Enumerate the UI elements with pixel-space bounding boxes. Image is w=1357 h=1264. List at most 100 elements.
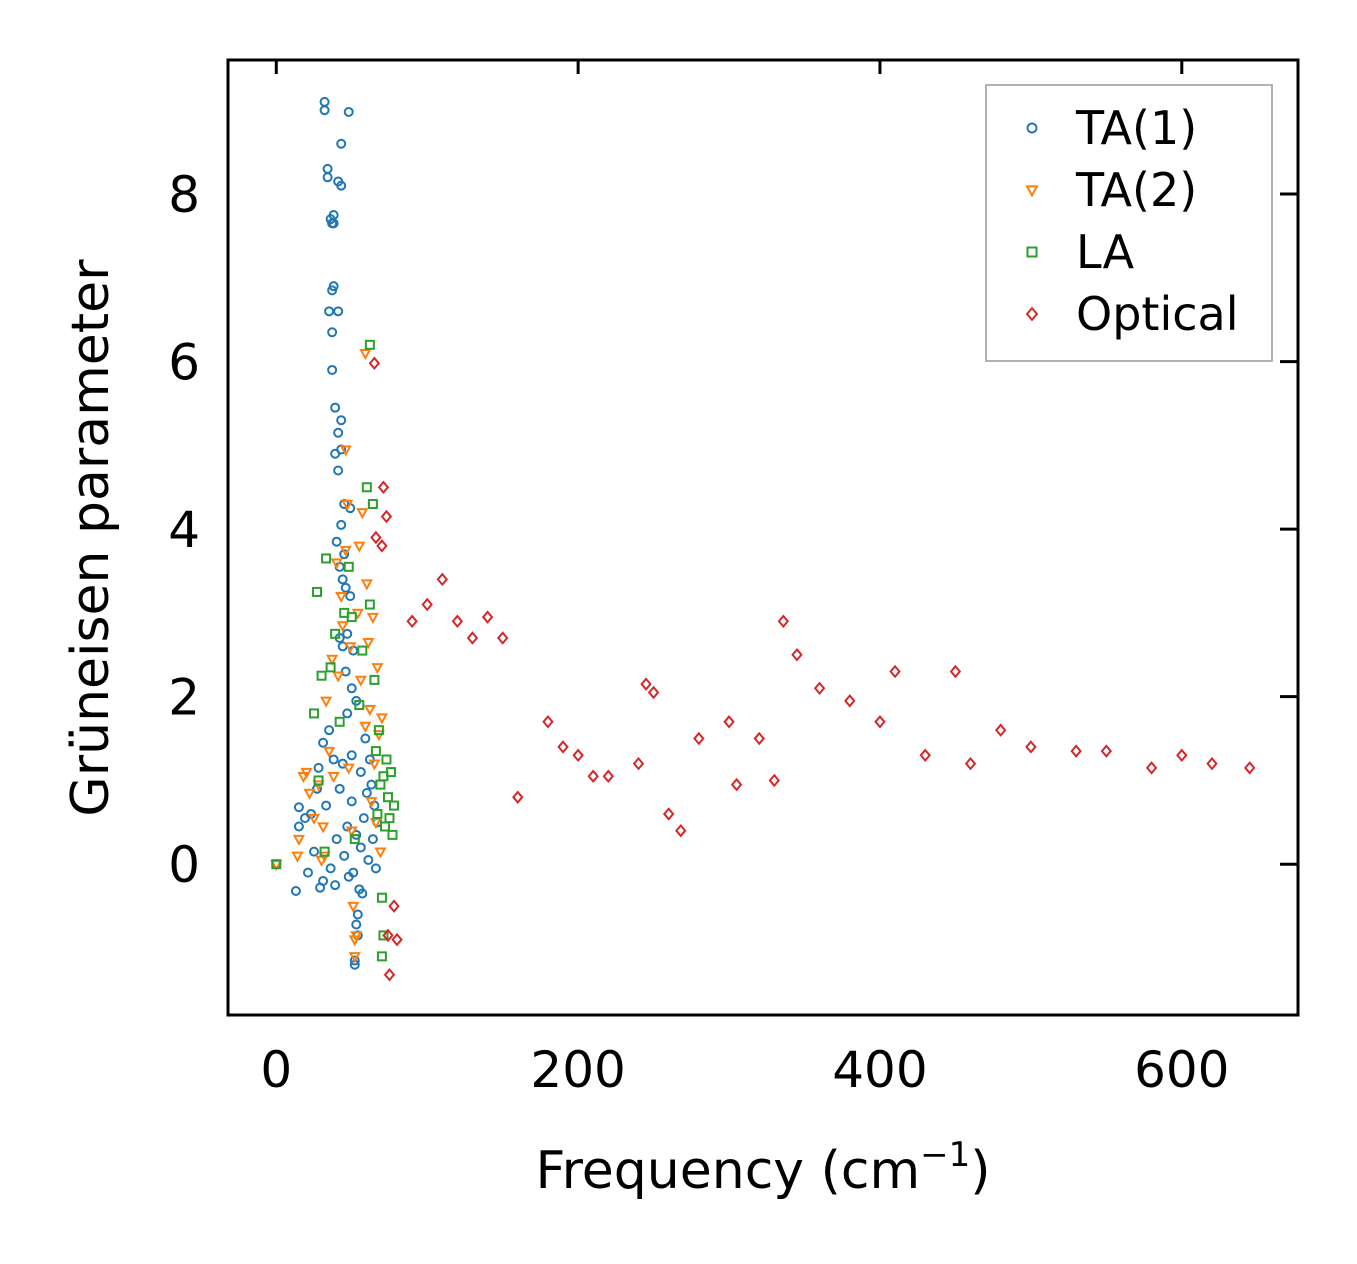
optical-point [572, 748, 584, 763]
optical-point [647, 685, 660, 700]
la-point [367, 498, 378, 509]
ta1-point [360, 733, 371, 744]
legend-label: Optical [1076, 287, 1238, 341]
ta1-point [319, 96, 330, 107]
optical-point [542, 715, 554, 729]
ta2-point [366, 612, 379, 624]
optical-point [383, 968, 396, 982]
ta2-point [369, 818, 382, 830]
la-point [372, 808, 383, 819]
optical-point [436, 572, 449, 587]
ta1-point [336, 519, 347, 530]
ta1-point [346, 796, 357, 807]
ta1-point [349, 955, 360, 966]
la-point [321, 553, 332, 564]
ta1-point [321, 800, 332, 811]
la-point [334, 716, 345, 727]
y-tick-label: 6 [168, 334, 200, 392]
x-axis-title: Frequency (cm−1) [535, 1135, 990, 1201]
ta1-point [333, 465, 344, 476]
la-point [370, 746, 381, 757]
optical-point [675, 823, 687, 838]
legend-marker [1025, 185, 1039, 198]
optical-point [377, 480, 390, 494]
axis-ticks-layer: 0 200 400 600 0 2 4 6 8 [168, 60, 1298, 1099]
la-point [357, 645, 368, 656]
plot-frame [226, 58, 1300, 1017]
ta2-point [365, 797, 378, 809]
y-axis-title: Grüneisen parameter [61, 259, 121, 817]
ta1-point [336, 415, 347, 426]
optical-point [777, 614, 790, 629]
ta1-point [345, 591, 356, 602]
ta2-point [300, 767, 313, 779]
legend-label: TA(2) [1075, 163, 1197, 217]
optical-point [406, 614, 418, 629]
ta1-point [342, 708, 353, 719]
ta2-point [307, 813, 321, 826]
ta1-point [324, 306, 335, 317]
optical-point [1025, 740, 1037, 754]
ta1-point [333, 427, 344, 438]
ta2-point [345, 826, 358, 838]
optical-point [791, 648, 803, 662]
ta1-point [340, 582, 351, 593]
ta1-point [337, 574, 348, 585]
ta2-point [341, 499, 354, 511]
ta1-point [343, 106, 354, 117]
ta2-point [368, 759, 381, 771]
optical-point [730, 777, 743, 792]
la-point [389, 800, 400, 811]
optical-point [1176, 748, 1188, 763]
ta1-point [370, 863, 381, 874]
la-point [378, 930, 389, 941]
y-tick-label: 2 [168, 669, 200, 727]
ta1-point [342, 628, 353, 639]
optical-point [557, 740, 569, 754]
legend-marker [1026, 246, 1038, 258]
la-point [364, 339, 375, 350]
ta2-point [353, 541, 366, 553]
x-tick-label: 200 [530, 1041, 625, 1099]
ta1-point [309, 846, 320, 857]
legend-entry-optical: Optical [1025, 287, 1238, 341]
ta1-point [333, 306, 344, 317]
ta1-point [331, 536, 342, 547]
optical-point [587, 769, 599, 783]
ta1-point [328, 281, 339, 292]
optical-point [391, 932, 403, 947]
ta2-point [362, 638, 375, 650]
optical-point [370, 530, 382, 545]
ta2-point [354, 675, 367, 687]
optical-point [768, 773, 781, 788]
ta2-point [359, 349, 372, 361]
x-axis-title-end: ) [970, 1141, 990, 1201]
la-point [316, 670, 327, 681]
ta2-point [291, 851, 304, 863]
la-point [384, 813, 395, 824]
ta1-point [313, 762, 324, 773]
legend-entry-ta2: TA(2) [1025, 163, 1197, 217]
optical-point [380, 509, 393, 524]
legend-entry-la: LA [1026, 225, 1135, 279]
ta2-point [330, 558, 343, 570]
optical-point [693, 731, 705, 746]
la-point [387, 829, 398, 840]
ta1-point [366, 779, 377, 790]
ta1-point [351, 919, 362, 930]
la-point [325, 662, 336, 673]
optical-point [1070, 744, 1082, 758]
legend-entries: TA(1) TA(2) LA Optical [1025, 101, 1238, 341]
ta1-point [336, 180, 347, 191]
data-points-layer [270, 96, 1256, 982]
ta1-point [334, 783, 345, 794]
optical-point [813, 681, 826, 696]
legend-entry-ta1: TA(1) [1026, 101, 1197, 155]
legend: TA(1) TA(2) LA Optical [985, 84, 1273, 362]
ta2-point [350, 931, 363, 943]
optical-point [662, 807, 675, 821]
optical-point [994, 723, 1007, 737]
ta1-point [328, 218, 339, 229]
ta1-point [357, 888, 368, 899]
ta2-point [348, 952, 361, 964]
